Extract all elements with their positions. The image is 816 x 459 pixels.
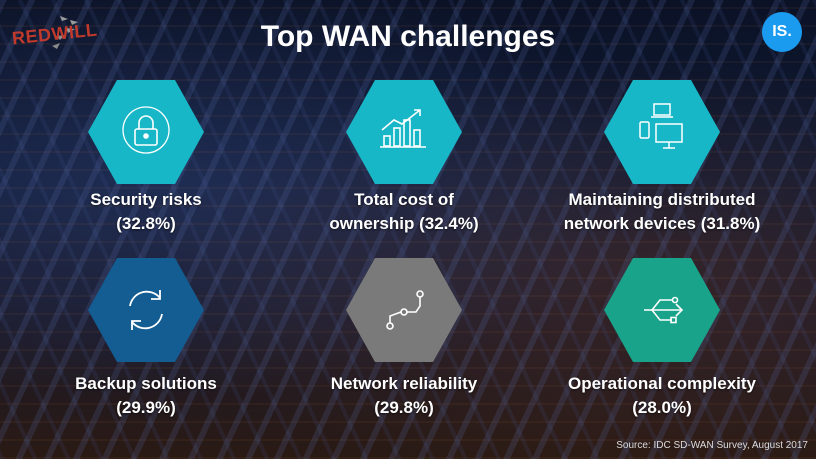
challenge-label: Maintaining distributed network devices … xyxy=(537,188,787,236)
challenge-network-reliability: Network reliability (29.8%) xyxy=(279,258,529,428)
challenge-name: Network reliability xyxy=(330,374,478,393)
challenge-value: (28.0%) xyxy=(632,398,692,417)
hexagon xyxy=(88,80,204,184)
devices-icon xyxy=(639,103,683,149)
hexagon xyxy=(604,258,720,362)
challenge-security-risks: Security risks (32.8%) xyxy=(21,80,271,240)
refresh-icon xyxy=(129,290,163,330)
challenge-backup-solutions: Backup solutions (29.9%) xyxy=(21,258,271,428)
hexagon xyxy=(346,258,462,362)
challenge-name: Operational complexity xyxy=(568,374,756,393)
challenge-label: Operational complexity (28.0%) xyxy=(537,372,787,420)
page-title: Top WAN challenges xyxy=(260,20,556,53)
hexagon xyxy=(346,80,462,184)
source-note: Source: IDC SD-WAN Survey, August 2017 xyxy=(616,440,808,451)
bird-flock-icon xyxy=(52,16,78,49)
challenge-name: Security risks xyxy=(90,190,202,209)
challenge-value: (32.8%) xyxy=(116,214,176,233)
challenge-label: Total cost of ownership (32.4%) xyxy=(279,188,529,236)
challenge-value: (29.8%) xyxy=(374,398,434,417)
share-arrows-icon xyxy=(644,296,684,324)
hexagon xyxy=(88,258,204,362)
challenge-name: Maintaining distributed xyxy=(568,190,756,209)
challenge-value: network devices (31.8%) xyxy=(563,214,761,233)
challenge-operational-complexity: Operational complexity (28.0%) xyxy=(537,258,787,428)
chart-icon xyxy=(380,109,426,148)
challenge-name: Backup solutions xyxy=(75,374,217,393)
network-path-icon xyxy=(386,290,424,330)
challenge-label: Backup solutions (29.9%) xyxy=(21,372,271,420)
challenge-total-cost: Total cost of ownership (32.4%) xyxy=(279,80,529,240)
challenge-label: Security risks (32.8%) xyxy=(21,188,271,236)
challenge-name: Total cost of xyxy=(354,190,454,209)
challenge-label: Network reliability (29.8%) xyxy=(279,372,529,420)
challenge-maintaining-devices: Maintaining distributed network devices … xyxy=(537,80,787,240)
redwill-logo: REDWILL xyxy=(8,10,98,54)
hexagon xyxy=(604,80,720,184)
lock-icon xyxy=(122,106,170,154)
challenge-value: (29.9%) xyxy=(116,398,176,417)
is-badge: IS. xyxy=(762,12,802,52)
challenge-value: ownership (32.4%) xyxy=(329,214,479,233)
